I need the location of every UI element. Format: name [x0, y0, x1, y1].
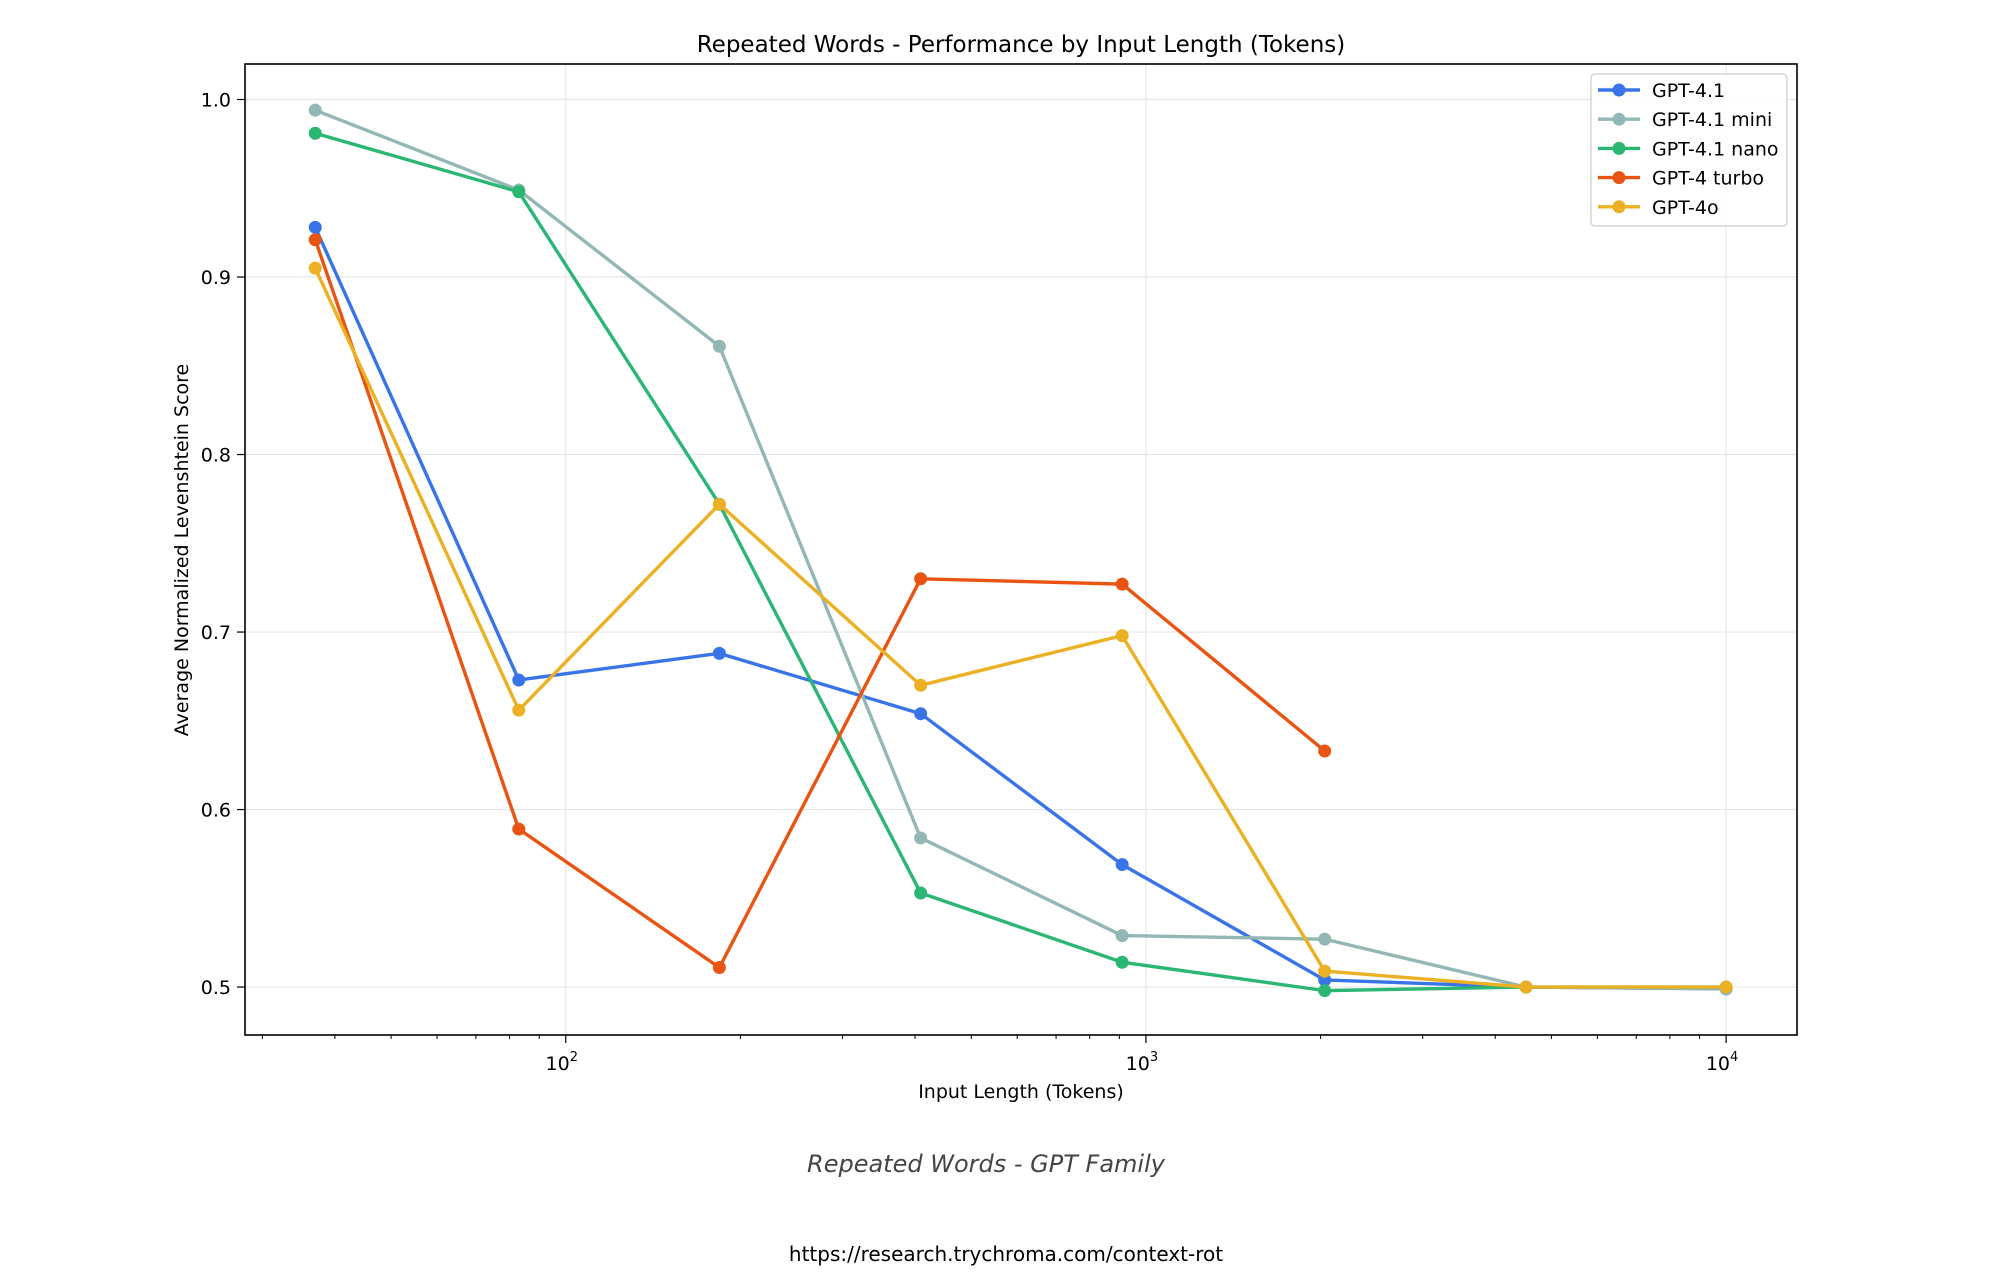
y-axis-label: Average Normalized Levenshtein Score	[171, 364, 193, 736]
data-point	[1115, 955, 1129, 969]
grid-lines	[245, 64, 1797, 1035]
data-point	[512, 703, 526, 717]
x-tick-label: 103	[1126, 1050, 1158, 1075]
data-point	[1115, 929, 1129, 943]
data-point	[1115, 577, 1129, 591]
data-point	[1519, 980, 1533, 994]
legend-box	[1590, 73, 1788, 227]
series-line	[313, 239, 1326, 970]
legend-marker	[1612, 112, 1626, 126]
data-point	[914, 678, 928, 692]
chart-title: Repeated Words - Performance by Input Le…	[697, 32, 1346, 58]
data-point	[512, 185, 526, 199]
x-tick-label: 102	[546, 1050, 578, 1075]
data-point	[308, 126, 322, 140]
data-point	[308, 220, 322, 234]
y-tick-label: 0.7	[201, 622, 231, 644]
y-tick-label: 0.6	[201, 800, 231, 822]
legend-label: GPT-4.1 mini	[1652, 109, 1772, 131]
data-point	[308, 261, 322, 275]
series-line	[314, 108, 1727, 991]
x-tick-base: 10	[1706, 1053, 1730, 1075]
legend: GPT-4.1 GPT-4.1 mini GPT-4.1 nano GPT-4 tur…	[1590, 73, 1788, 227]
data-point	[712, 646, 726, 660]
series-line	[313, 267, 1727, 989]
plot-frame	[244, 63, 1798, 1036]
x-tick-label: 104	[1706, 1050, 1738, 1075]
x-axis-label: Input Length (Tokens)	[918, 1081, 1124, 1103]
y-tick-label: 1.0	[201, 90, 231, 112]
series-line	[313, 226, 1727, 991]
data-point	[712, 961, 726, 975]
data-point	[1318, 964, 1332, 978]
legend-marker	[1612, 141, 1626, 155]
data-point	[1318, 984, 1332, 998]
data-point	[308, 103, 322, 117]
series-lines	[308, 103, 1733, 998]
figure-caption: Repeated Words - GPT Family	[807, 1150, 1166, 1178]
legend-label: GPT-4.1 nano	[1652, 138, 1779, 160]
data-point	[1115, 858, 1129, 872]
legend-marker	[1612, 83, 1626, 97]
data-point	[914, 831, 928, 845]
source-url[interactable]: https://research.trychroma.com/context-r…	[789, 1242, 1223, 1266]
legend-marker	[1612, 171, 1626, 185]
data-point	[1318, 932, 1332, 946]
x-tick-exponent: 2	[570, 1050, 578, 1065]
data-point	[914, 886, 928, 900]
data-point	[512, 822, 526, 836]
y-tick-label: 0.5	[201, 977, 231, 999]
x-tick-exponent: 3	[1150, 1050, 1158, 1065]
data-point	[1318, 744, 1332, 758]
x-tick-base: 10	[1126, 1053, 1150, 1075]
y-axis: 0.5 0.6 0.7 0.8 0.9 1.0	[201, 90, 245, 999]
data-point	[914, 707, 928, 721]
data-point	[1719, 980, 1733, 994]
data-point	[712, 339, 726, 353]
data-point	[308, 233, 322, 247]
series-line	[314, 131, 1727, 993]
data-point	[712, 497, 726, 511]
data-point	[512, 673, 526, 687]
legend-label: GPT-4 turbo	[1652, 168, 1764, 190]
legend-label: GPT-4.1	[1652, 80, 1725, 102]
y-tick-label: 0.8	[201, 445, 231, 467]
legend-marker	[1612, 200, 1626, 214]
data-point	[1115, 629, 1129, 643]
x-tick-exponent: 4	[1730, 1050, 1738, 1065]
x-tick-base: 10	[546, 1053, 570, 1075]
y-tick-label: 0.9	[201, 267, 231, 289]
data-point	[914, 572, 928, 586]
x-axis: 102 103 104	[261, 1035, 1738, 1075]
legend-label: GPT-4o	[1652, 197, 1719, 219]
